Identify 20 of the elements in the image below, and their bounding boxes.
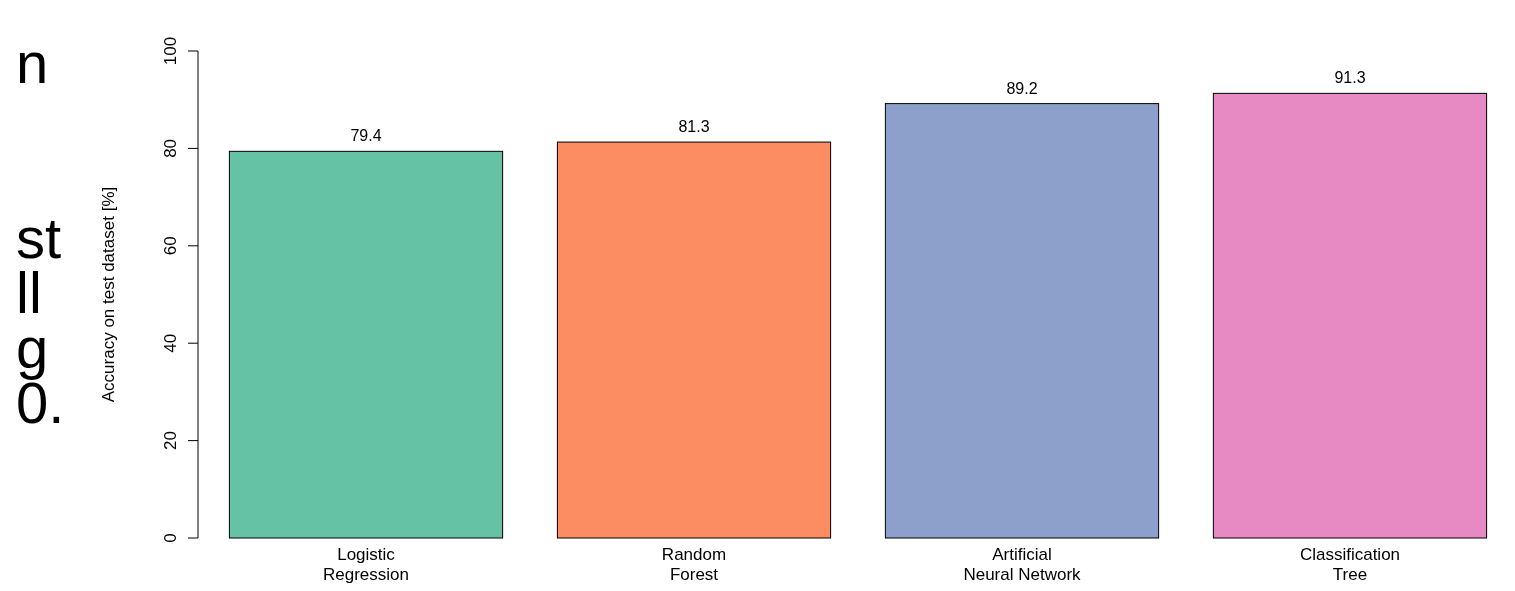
- x-tick-label: Artificial Neural Network: [963, 545, 1082, 584]
- bar: [884, 103, 1160, 539]
- cut-slide-text: n st ll g 0.: [16, 30, 65, 435]
- y-tick-label: 80: [161, 138, 180, 158]
- x-tick-label: Classification Tree: [1299, 545, 1401, 584]
- y-tick-label: 100: [161, 36, 180, 66]
- y-tick-label: 20: [161, 431, 180, 451]
- bar: [228, 150, 504, 539]
- data-label: 89.2: [1006, 79, 1038, 97]
- y-axis-title: Accuracy on test dataset [%]: [99, 186, 118, 403]
- y-tick-label: 60: [161, 236, 180, 256]
- bar: [1212, 92, 1488, 539]
- data-label: 91.3: [1334, 69, 1366, 87]
- data-label: 79.4: [350, 127, 382, 145]
- x-tick-label: Logistic Regression: [323, 545, 410, 584]
- y-tick-label: 0: [161, 533, 180, 543]
- bar: [556, 141, 832, 539]
- x-tick-label: Random Forest: [661, 545, 727, 584]
- data-label: 81.3: [678, 118, 710, 136]
- y-tick-label: 40: [161, 333, 180, 353]
